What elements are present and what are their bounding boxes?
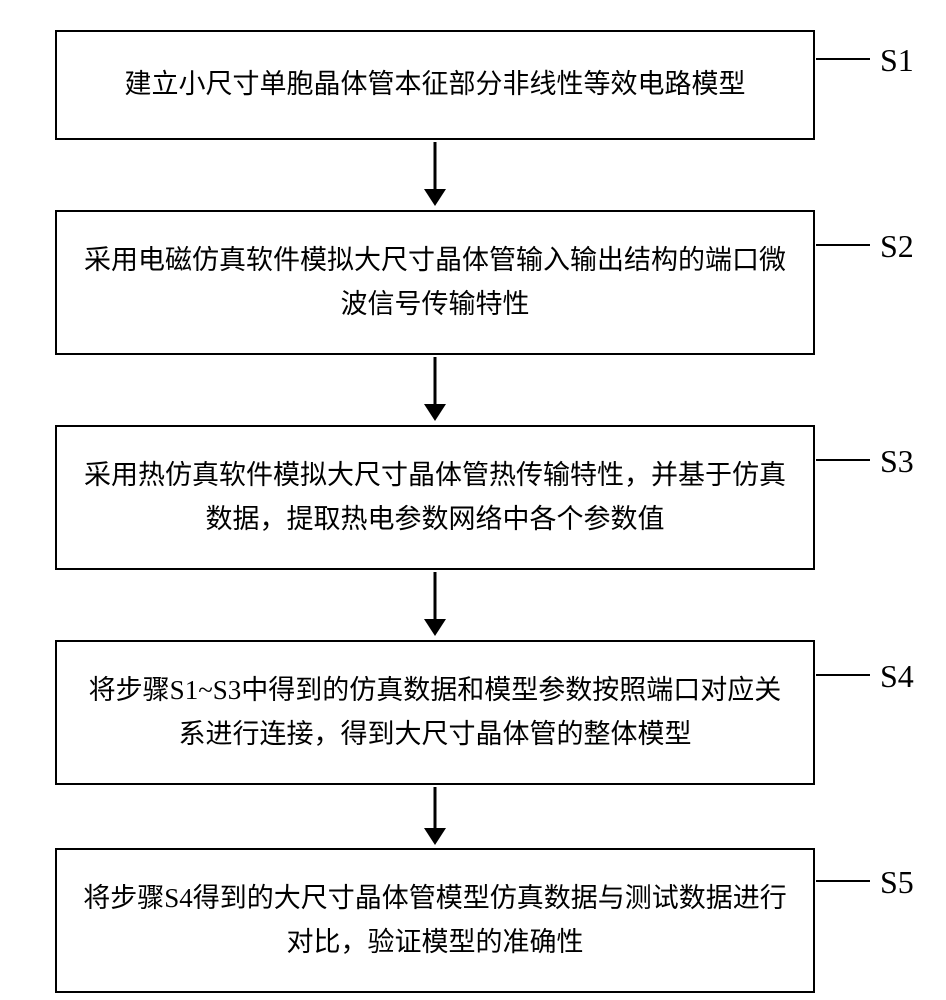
label-connector-s4 (816, 674, 870, 676)
step-label-s5: S5 (880, 864, 914, 901)
step-label-s1: S1 (880, 42, 914, 79)
step-label-s2: S2 (880, 228, 914, 265)
step-box-s5: 将步骤S4得到的大尺寸晶体管模型仿真数据与测试数据进行对比，验证模型的准确性 (55, 848, 815, 993)
step-box-s3: 采用热仿真软件模拟大尺寸晶体管热传输特性，并基于仿真数据，提取热电参数网络中各个… (55, 425, 815, 570)
arrow-s2-s3 (424, 357, 446, 421)
step-text: 采用电磁仿真软件模拟大尺寸晶体管输入输出结构的端口微波信号传输特性 (77, 239, 793, 325)
step-text: 将步骤S4得到的大尺寸晶体管模型仿真数据与测试数据进行对比，验证模型的准确性 (77, 877, 793, 963)
arrow-s1-s2 (424, 142, 446, 206)
step-label-s4: S4 (880, 658, 914, 695)
label-connector-s5 (816, 880, 870, 882)
step-text: 采用热仿真软件模拟大尺寸晶体管热传输特性，并基于仿真数据，提取热电参数网络中各个… (77, 454, 793, 540)
arrow-s3-s4 (424, 572, 446, 636)
arrow-s4-s5 (424, 787, 446, 845)
label-connector-s1 (816, 58, 870, 60)
label-connector-s2 (816, 244, 870, 246)
step-text: 建立小尺寸单胞晶体管本征部分非线性等效电路模型 (125, 63, 746, 106)
step-label-s3: S3 (880, 443, 914, 480)
flowchart-canvas: 建立小尺寸单胞晶体管本征部分非线性等效电路模型 S1 采用电磁仿真软件模拟大尺寸… (0, 0, 946, 1000)
step-box-s1: 建立小尺寸单胞晶体管本征部分非线性等效电路模型 (55, 30, 815, 140)
step-box-s2: 采用电磁仿真软件模拟大尺寸晶体管输入输出结构的端口微波信号传输特性 (55, 210, 815, 355)
step-text: 将步骤S1~S3中得到的仿真数据和模型参数按照端口对应关系进行连接，得到大尺寸晶… (77, 669, 793, 755)
label-connector-s3 (816, 459, 870, 461)
step-box-s4: 将步骤S1~S3中得到的仿真数据和模型参数按照端口对应关系进行连接，得到大尺寸晶… (55, 640, 815, 785)
